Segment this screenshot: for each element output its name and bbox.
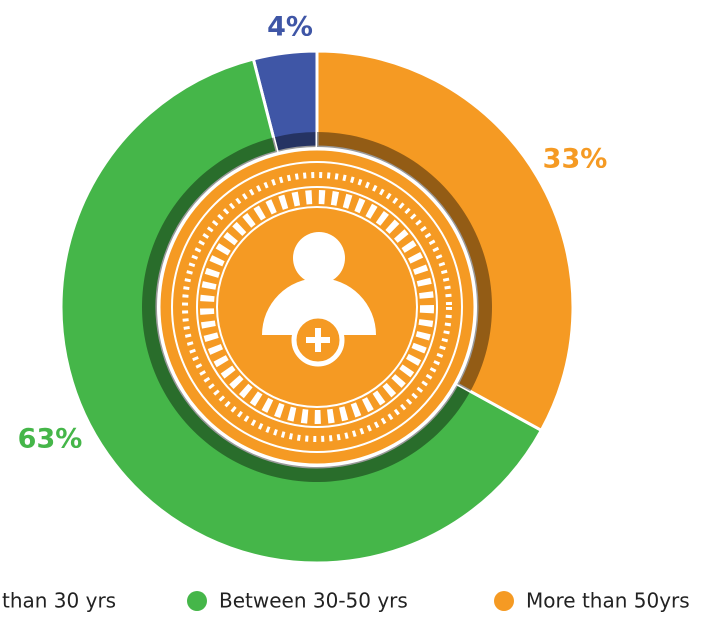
value-label: 4% — [267, 12, 313, 43]
legend-label: than 30 yrs — [2, 589, 116, 613]
value-label: 63% — [18, 424, 83, 455]
value-label: 33% — [543, 144, 608, 175]
slice — [59, 57, 544, 565]
legend: than 30 yrs Between 30-50 yrs More than 50… — [2, 589, 690, 613]
slice-shade — [317, 132, 492, 392]
slice — [315, 49, 575, 433]
center-emblem — [157, 147, 477, 467]
donut — [59, 49, 575, 565]
legend-marker — [494, 591, 514, 611]
legend-label: Between 30-50 yrs — [219, 589, 408, 613]
legend-marker — [187, 591, 207, 611]
legend-label: More than 50yrs — [526, 589, 690, 613]
slice-shade — [273, 132, 317, 153]
